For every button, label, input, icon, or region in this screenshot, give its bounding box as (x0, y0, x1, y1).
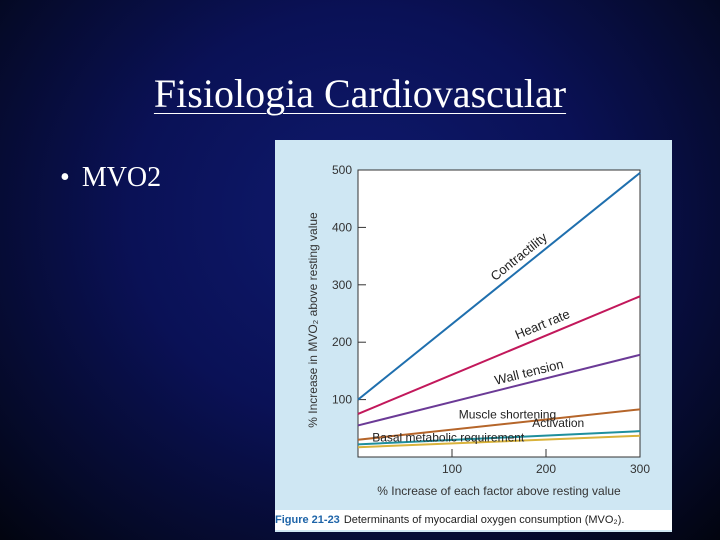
series-line-muscle-shortening (357, 408, 641, 441)
slide-title: Fisiologia Cardiovascular (153, 71, 567, 116)
y-tick-label: 300 (332, 278, 352, 292)
y-tick-label: 100 (332, 393, 352, 407)
series-label-activation: Activation (532, 416, 584, 430)
bullet-mark: • (60, 162, 70, 193)
y-tick-label: 400 (332, 220, 352, 234)
series-label-muscle-shortening: Muscle shortening (459, 408, 556, 422)
bullet-text: MVO2 (81, 162, 162, 193)
plot-area (357, 169, 641, 458)
x-axis-label: % Increase of each factor above resting … (377, 484, 621, 498)
y-tick-label: 500 (332, 163, 352, 177)
y-axis-label: % Increase in MVO₂ above resting value (306, 212, 320, 428)
caption-text: Determinants of myocardial oxygen consum… (343, 514, 625, 526)
figure-caption: Figure 21-23 Determinants of myocardial o… (275, 510, 672, 530)
bullet-item: • MVO2 (60, 162, 161, 194)
y-tick-label: 200 (332, 335, 352, 349)
caption-label: Figure 21-23 (275, 514, 340, 526)
series-label-basal-metabolic-requirement: Basal metabolic requirement (372, 431, 525, 445)
series-line-activation (357, 430, 641, 446)
series-line-wall-tension (357, 353, 641, 427)
series-line-basal-metabolic-requirement (357, 434, 641, 449)
x-tick-label: 200 (536, 462, 556, 476)
figure-panel: 100 200 300 400 500 100 200 300 Contractility H… (275, 140, 672, 532)
x-tick-label: 100 (442, 462, 462, 476)
x-tick-label: 300 (630, 462, 650, 476)
series-line-heart-rate (357, 295, 641, 415)
series-line-contractility (357, 172, 641, 401)
